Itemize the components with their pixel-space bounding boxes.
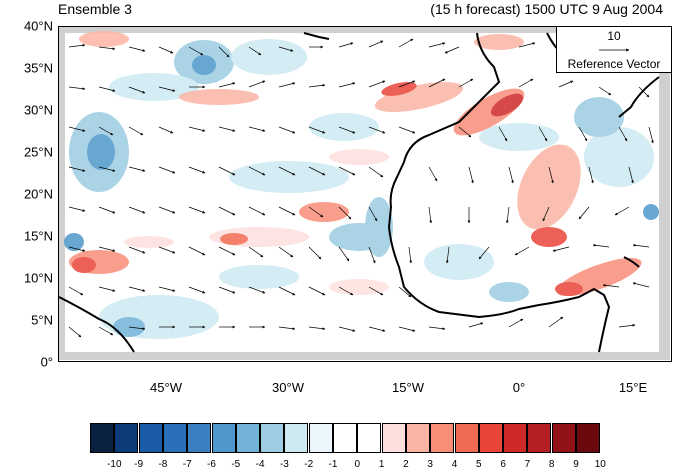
positive-anomaly-shading: [69, 31, 642, 297]
colorbar-tick-label: 5: [476, 459, 482, 470]
colorbar-swatch: [138, 423, 163, 453]
colorbar-tick-label: -6: [207, 459, 216, 470]
lon-label-45w: 45°W: [150, 380, 182, 395]
domain-mask-right: [659, 27, 670, 360]
colorbar-swatch: [308, 423, 333, 453]
colorbar-tick-label: -1: [328, 459, 338, 470]
reference-vector-label: Reference Vector: [567, 57, 661, 71]
colorbar-tick-label: -10: [107, 459, 122, 470]
colorbar-swatch: [235, 423, 260, 453]
colorbar-tick-label: -9: [134, 459, 144, 470]
wind-vectors: [68, 38, 654, 338]
colorbar-swatch: [333, 423, 357, 453]
lon-label-15e: 15°E: [618, 380, 648, 395]
colorbar-tick-label: 0: [354, 459, 361, 470]
colorbar-swatch: [90, 423, 114, 453]
reference-vector-magnitude: 10: [607, 29, 621, 43]
colorbar-swatch: [162, 423, 187, 453]
domain-mask-left: [59, 27, 65, 360]
reference-arrow-icon: [599, 48, 630, 52]
colorbar-swatch: [454, 423, 479, 453]
colorbar-swatch: [551, 423, 576, 453]
colorbar-swatch: [357, 423, 382, 453]
colorbar-swatch: [114, 423, 139, 453]
colorbar-tick-label: 10: [594, 459, 606, 470]
domain-mask-bottom: [59, 352, 670, 360]
colorbar-tick-label: 2: [403, 459, 409, 470]
colorbar-tick-label: 7: [524, 459, 531, 470]
colorbar-swatch: [211, 423, 236, 453]
lat-label-eq: 0°: [40, 354, 53, 370]
colorbar-swatch: [405, 423, 430, 453]
colorbar-swatch: [503, 423, 528, 453]
negative-anomaly-shading: [64, 39, 659, 339]
lat-label-40n: 40°N: [23, 18, 53, 34]
colorbar-tick-label: -5: [231, 459, 241, 470]
colorbar-swatch: [187, 423, 212, 453]
colorbar-tick-label: -2: [304, 459, 314, 470]
colorbar-swatch: [381, 423, 406, 453]
colorbar-tick-label: -8: [158, 459, 168, 470]
reference-vector-box: 10 Reference Vector: [556, 27, 671, 73]
lat-label-20n: 20°N: [23, 186, 53, 202]
colorbar-tick-label: 8: [548, 459, 555, 470]
map-field-svg: [59, 27, 670, 360]
lon-label-30w: 30°W: [272, 380, 304, 395]
colorbar-swatch: [284, 423, 309, 453]
lat-label-5n: 5°N: [31, 312, 53, 328]
colorbar-swatch: [478, 423, 503, 453]
map-plot-area: 10 Reference Vector: [58, 26, 672, 362]
lon-label-15w: 15°W: [392, 380, 424, 395]
colorbar-tick-label: 9: [573, 459, 579, 470]
colorbar-tick-label: 1: [378, 459, 385, 470]
colorbar-tick-label: 3: [427, 459, 433, 470]
colorbar-tick-label: -4: [255, 459, 265, 470]
colorbar-tick-label: -7: [182, 459, 192, 470]
lat-label-30n: 30°N: [23, 102, 53, 118]
domain-mask-top: [59, 27, 670, 33]
ensemble-title: Ensemble 3: [58, 1, 132, 17]
lon-label-0: 0°: [512, 380, 526, 395]
lat-label-15n: 15°N: [23, 228, 53, 244]
colorbar-swatch: [527, 423, 552, 453]
forecast-time-title: (15 h forecast) 1500 UTC 9 Aug 2004: [430, 1, 663, 17]
colorbar-tick-label: 6: [500, 459, 506, 470]
lat-label-35n: 35°N: [23, 60, 53, 76]
lat-label-10n: 10°N: [23, 270, 53, 286]
colorbar-swatch: [430, 423, 455, 453]
lat-label-25n: 25°N: [23, 144, 53, 160]
colorbar-swatch: [260, 423, 285, 453]
colorbar-tick-label: 4: [451, 459, 458, 470]
colorbar-swatch: [576, 423, 600, 453]
colorbar-tick-label: -3: [279, 459, 289, 470]
